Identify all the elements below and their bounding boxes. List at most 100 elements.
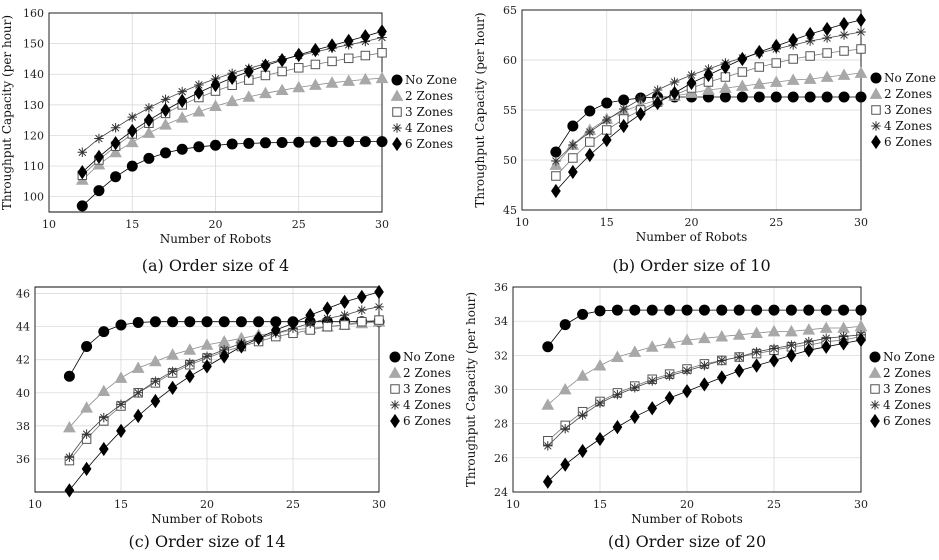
data-point (144, 113, 154, 128)
data-point (805, 26, 816, 42)
chart-panel-1: 10 15 20 25 30 100 110 120 130 140 150 160 Number of… (0, 7, 389, 246)
data-point (356, 289, 367, 305)
legend-entry: 3 Zones (871, 103, 932, 117)
y-tick-label: 100 (23, 191, 44, 204)
data-point (647, 376, 657, 386)
legend-entry: 6 Zones (392, 136, 453, 152)
data-point (716, 370, 727, 385)
data-point (133, 388, 143, 398)
data-point (64, 452, 75, 463)
data-point (305, 307, 316, 323)
data-point (184, 369, 195, 384)
x-tick-label: 30 (372, 498, 386, 511)
data-point (771, 38, 782, 54)
legend-marker (388, 366, 402, 378)
data-point (737, 51, 748, 67)
data-point (175, 111, 189, 123)
data-point (114, 371, 128, 383)
data-point (839, 46, 849, 56)
data-point (326, 136, 338, 148)
y-tick-label: 50 (503, 154, 517, 167)
series-6-zones (542, 332, 866, 489)
data-point (109, 145, 122, 158)
data-point (110, 135, 121, 151)
data-point (767, 324, 781, 337)
x-tick-label: 20 (685, 216, 699, 229)
data-point (343, 136, 355, 148)
data-point (803, 304, 815, 316)
x-tick-label: 30 (854, 216, 868, 229)
data-point (787, 91, 799, 103)
legend-marker (390, 413, 400, 429)
data-point (611, 304, 623, 316)
x-tick-label: 10 (42, 218, 56, 231)
data-point (856, 332, 866, 348)
data-point (192, 105, 206, 117)
y-tick-label: 24 (494, 486, 508, 499)
data-point (277, 53, 287, 68)
data-point (81, 461, 92, 476)
y-tick-label: 110 (23, 160, 44, 173)
y-tick-label: 36 (16, 453, 30, 466)
data-point (359, 72, 372, 85)
y-tick-label: 32 (494, 349, 508, 362)
legend-label: 4 Zones (883, 398, 931, 412)
data-point (339, 294, 350, 310)
series-6-zones (77, 24, 387, 180)
legend-label: 4 Zones (405, 121, 453, 135)
data-point (227, 70, 238, 86)
data-point (167, 380, 178, 395)
data-point (669, 77, 680, 87)
legend-entry: 3 Zones (870, 382, 931, 396)
data-point (753, 91, 765, 103)
data-point (310, 59, 321, 70)
data-point (201, 316, 213, 328)
legend-entry: 6 Zones (871, 134, 932, 150)
data-point (276, 137, 288, 149)
series-no-zone (550, 91, 867, 158)
data-point (820, 70, 834, 82)
data-point (259, 86, 272, 99)
data-point (339, 310, 350, 320)
data-point (595, 431, 605, 447)
x-tick-label: 25 (292, 218, 306, 231)
x-tick-label: 20 (200, 498, 214, 511)
legend-marker (390, 400, 400, 410)
data-point (63, 420, 76, 433)
data-point (144, 103, 154, 113)
data-point (80, 401, 93, 413)
legend-label: 4 Zones (884, 119, 932, 133)
data-point (855, 91, 867, 103)
series-2-zones (541, 319, 868, 410)
data-point (751, 347, 762, 357)
data-point (343, 53, 354, 64)
data-point (635, 94, 646, 104)
data-point (754, 44, 765, 60)
data-point (125, 135, 139, 148)
data-point (150, 393, 161, 409)
legend-marker (870, 400, 880, 410)
data-point (698, 331, 711, 344)
y-tick-label: 120 (23, 129, 44, 142)
y-tick-label: 26 (494, 452, 508, 465)
data-point (183, 343, 197, 355)
data-point (803, 343, 814, 358)
data-point (788, 54, 798, 64)
legend-entry: 4 Zones (870, 398, 931, 412)
data-point (698, 304, 710, 316)
legend-marker (871, 105, 881, 115)
data-point (585, 137, 595, 147)
legend-marker (870, 72, 882, 84)
data-point (116, 423, 126, 438)
legend-entry: 4 Zones (871, 119, 932, 133)
data-point (664, 390, 675, 406)
data-point (360, 50, 371, 61)
data-point (260, 58, 271, 73)
data-point (630, 383, 640, 393)
data-point (577, 443, 588, 459)
data-point (699, 377, 710, 392)
data-point (769, 75, 783, 87)
legend-entry: 3 Zones (390, 382, 451, 396)
data-point (81, 341, 93, 353)
